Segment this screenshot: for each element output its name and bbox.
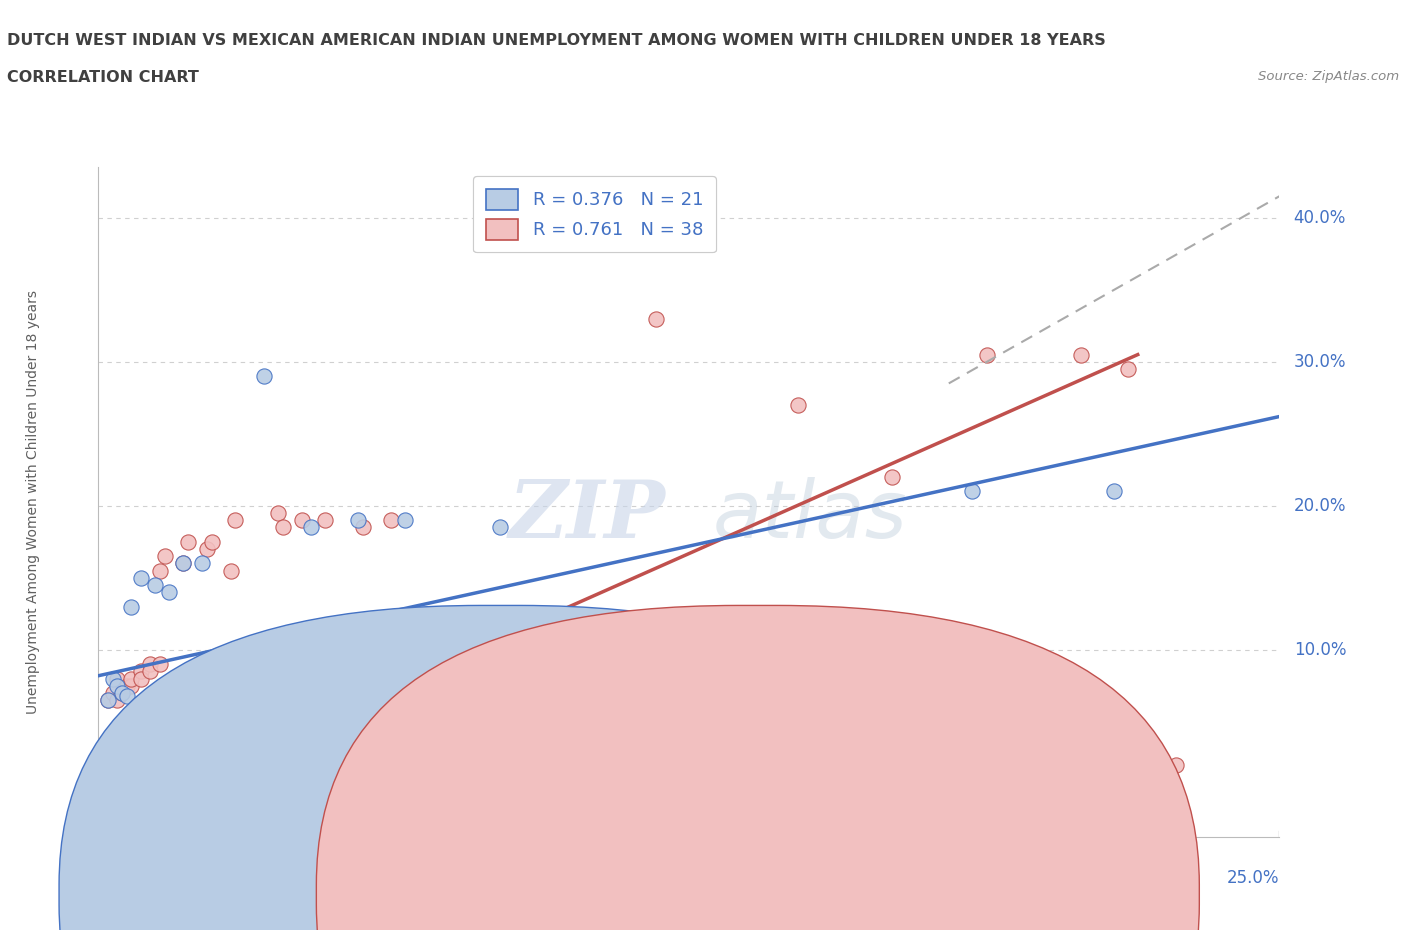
Text: DUTCH WEST INDIAN VS MEXICAN AMERICAN INDIAN UNEMPLOYMENT AMONG WOMEN WITH CHILD: DUTCH WEST INDIAN VS MEXICAN AMERICAN IN… (7, 33, 1105, 47)
Text: Dutch West Indians: Dutch West Indians (526, 887, 673, 902)
Point (97, 693, 120, 708)
Text: 20.0%: 20.0% (1294, 497, 1346, 515)
Point (129, 664, 152, 679)
Point (267, 506, 290, 521)
Point (172, 556, 194, 571)
Point (129, 570, 152, 585)
Text: ZIP: ZIP (509, 477, 665, 554)
Point (725, 614, 748, 629)
Text: 0.0%: 0.0% (98, 869, 141, 886)
Point (1164, 758, 1187, 773)
Text: 40.0%: 40.0% (1294, 209, 1346, 227)
Point (121, 671, 143, 686)
Point (149, 657, 172, 671)
Point (143, 578, 166, 592)
Point (408, 693, 430, 708)
Point (550, 664, 572, 679)
Point (201, 535, 224, 550)
Point (503, 657, 526, 671)
Point (139, 657, 162, 671)
Text: 10.0%: 10.0% (1294, 641, 1346, 658)
Point (177, 535, 200, 550)
Point (115, 688, 138, 703)
Text: 30.0%: 30.0% (1294, 352, 1346, 371)
Point (352, 520, 374, 535)
Point (644, 312, 666, 326)
Point (101, 671, 124, 686)
Point (121, 678, 143, 693)
Point (157, 585, 180, 600)
Point (290, 512, 312, 527)
Point (394, 512, 416, 527)
Point (962, 484, 984, 498)
Point (149, 564, 172, 578)
Point (786, 397, 808, 412)
Point (314, 512, 336, 527)
Point (630, 614, 652, 629)
Point (105, 671, 128, 686)
Point (976, 347, 998, 362)
Point (105, 678, 128, 693)
Point (253, 369, 276, 384)
Point (536, 620, 558, 635)
Text: atlas: atlas (713, 476, 907, 554)
Point (115, 678, 138, 693)
Point (121, 599, 143, 614)
Point (139, 664, 162, 679)
Point (111, 685, 134, 700)
Point (489, 520, 512, 535)
Point (380, 512, 402, 527)
Point (1116, 362, 1139, 377)
Point (129, 671, 152, 686)
Point (598, 657, 620, 671)
Point (1070, 347, 1092, 362)
Point (97, 693, 120, 708)
Point (172, 556, 194, 571)
Legend: R = 0.376   N = 21, R = 0.761   N = 38: R = 0.376 N = 21, R = 0.761 N = 38 (472, 177, 716, 252)
Point (1102, 484, 1125, 498)
Point (880, 470, 903, 485)
Text: Mexican American Indians: Mexican American Indians (785, 887, 986, 902)
Text: Unemployment Among Women with Children Under 18 years: Unemployment Among Women with Children U… (27, 290, 41, 714)
Point (191, 556, 214, 571)
Point (224, 512, 246, 527)
Point (271, 520, 294, 535)
Point (195, 541, 218, 556)
Text: 25.0%: 25.0% (1227, 869, 1279, 886)
Point (105, 693, 128, 708)
Point (101, 685, 124, 700)
Text: Source: ZipAtlas.com: Source: ZipAtlas.com (1258, 70, 1399, 83)
Point (153, 549, 176, 564)
Text: CORRELATION CHART: CORRELATION CHART (7, 70, 198, 85)
Point (219, 564, 242, 578)
Point (299, 520, 322, 535)
Point (111, 685, 134, 700)
Point (347, 512, 370, 527)
